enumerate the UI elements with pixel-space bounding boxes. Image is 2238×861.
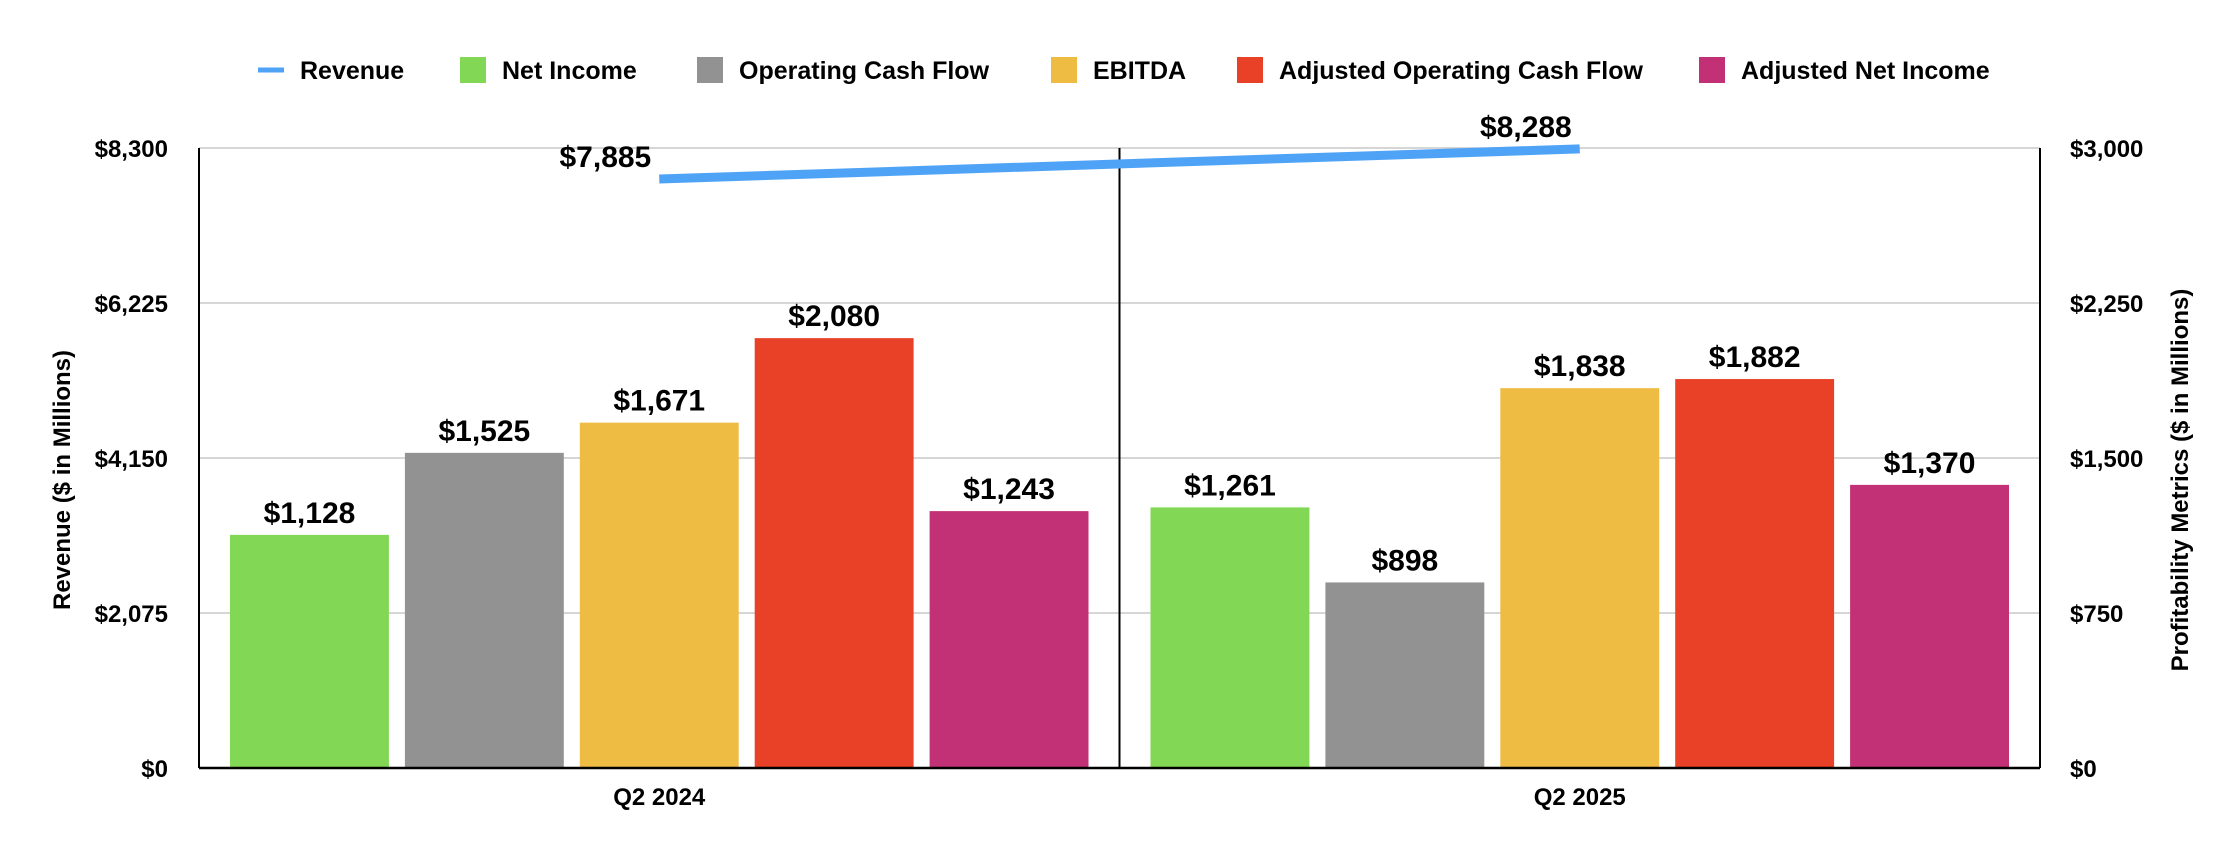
y-tick-label: $2,075 xyxy=(95,601,168,628)
legend-label: Operating Cash Flow xyxy=(739,57,990,85)
y-tick-label: $4,150 xyxy=(95,446,168,473)
y-tick-label: $0 xyxy=(141,756,168,783)
bars xyxy=(230,338,2009,768)
bar xyxy=(1850,484,2009,768)
legend-swatch xyxy=(460,57,486,83)
bar-value-label: $1,838 xyxy=(1534,350,1626,383)
bar xyxy=(1500,388,1660,768)
bar xyxy=(1675,379,1835,768)
x-tick-label: Q2 2025 xyxy=(1534,784,1626,811)
legend[interactable]: Revenue Net Income Operating Cash Flow EBIT… xyxy=(258,57,1990,85)
revenue-line-path xyxy=(659,144,1580,184)
legend-label: EBITDA xyxy=(1093,57,1186,85)
bar-value-label: $898 xyxy=(1371,544,1438,577)
legend-swatch xyxy=(1051,57,1077,83)
bar-value-label: $1,882 xyxy=(1709,341,1801,374)
axes: $0 $0 $2,075 $750 $4,150 $1,500 $6,225 $2,250 $8… xyxy=(95,136,2144,811)
bar-value-label: $1,261 xyxy=(1184,469,1276,502)
bar-value-label: $1,370 xyxy=(1884,447,1976,480)
bar xyxy=(929,511,1089,768)
y2-axis-title: Profitability Metrics ($ in Millions) xyxy=(2167,289,2194,672)
revenue-point-label: $8,288 xyxy=(1480,111,1572,144)
y-axis-title: Revenue ($ in Millions) xyxy=(49,350,76,610)
bar xyxy=(1150,507,1310,768)
bar xyxy=(754,338,914,768)
y2-tick-label: $0 xyxy=(2070,756,2097,783)
legend-swatch xyxy=(1699,57,1725,83)
bar-value-label: $1,671 xyxy=(613,385,705,418)
y2-tick-label: $3,000 xyxy=(2070,136,2143,163)
bar xyxy=(230,534,389,768)
bar xyxy=(579,422,739,768)
revenue-point-label: $7,885 xyxy=(559,141,651,174)
data-labels: $1,128 $1,261 $1,525 $898 $1,671 $1,838 $2,080… xyxy=(264,111,1976,578)
y-tick-label: $8,300 xyxy=(95,136,168,163)
legend-label: Adjusted Operating Cash Flow xyxy=(1279,57,1643,85)
bar xyxy=(1325,582,1485,768)
bar xyxy=(404,452,564,768)
y2-tick-label: $1,500 xyxy=(2070,446,2143,473)
x-tick-label: Q2 2024 xyxy=(613,784,706,811)
y2-tick-label: $2,250 xyxy=(2070,291,2143,318)
legend-label: Adjusted Net Income xyxy=(1741,57,1990,85)
legend-label: Revenue xyxy=(300,57,404,85)
legend-swatch xyxy=(1237,57,1263,83)
legend-label: Net Income xyxy=(502,57,637,85)
y2-tick-label: $750 xyxy=(2070,601,2123,628)
bar-value-label: $1,243 xyxy=(963,473,1055,506)
legend-swatch xyxy=(697,57,723,83)
bar-value-label: $1,128 xyxy=(264,497,356,530)
y-tick-label: $6,225 xyxy=(95,291,168,318)
bar-value-label: $2,080 xyxy=(788,300,880,333)
revenue-line xyxy=(659,144,1580,184)
bar-value-label: $1,525 xyxy=(438,415,530,448)
